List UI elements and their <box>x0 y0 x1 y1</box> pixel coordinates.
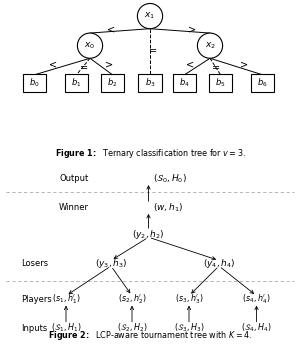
FancyBboxPatch shape <box>209 74 232 92</box>
Text: $=$: $=$ <box>148 45 158 55</box>
Text: $(s_3, h_3')$: $(s_3, h_3')$ <box>175 292 203 306</box>
Ellipse shape <box>197 33 223 58</box>
Text: <: < <box>186 60 194 69</box>
Text: >: > <box>240 60 248 69</box>
Text: $b_6$: $b_6$ <box>257 77 268 89</box>
Text: $(y_4, h_4)$: $(y_4, h_4)$ <box>203 257 235 270</box>
Text: $b_1$: $b_1$ <box>71 77 82 89</box>
Text: $b_0$: $b_0$ <box>29 77 40 89</box>
Text: $(\mathcal{S}_2, H_2)$: $(\mathcal{S}_2, H_2)$ <box>117 322 147 334</box>
Text: $(s_2, h_2')$: $(s_2, h_2')$ <box>118 292 146 306</box>
FancyBboxPatch shape <box>23 74 46 92</box>
Text: $x_2$: $x_2$ <box>205 40 215 51</box>
Text: Output: Output <box>59 174 88 183</box>
Text: $\mathbf{Figure\ 1\!:}$  Ternary classification tree for $v = 3$.: $\mathbf{Figure\ 1\!:}$ Ternary classifi… <box>55 147 245 161</box>
Text: $(\mathcal{S}_3, H_3)$: $(\mathcal{S}_3, H_3)$ <box>174 322 204 334</box>
Text: $=$: $=$ <box>78 61 89 71</box>
FancyBboxPatch shape <box>138 74 162 92</box>
Text: Inputs: Inputs <box>21 324 47 333</box>
Ellipse shape <box>137 3 163 29</box>
Text: $(s_1, h_1')$: $(s_1, h_1')$ <box>52 292 80 306</box>
Text: Losers: Losers <box>21 259 48 268</box>
Text: $(w, h_1)$: $(w, h_1)$ <box>153 201 183 214</box>
Text: Players: Players <box>21 295 52 304</box>
Text: $\mathbf{Figure\ 2\!:}$  LCP-aware tournament tree with $K = 4$.: $\mathbf{Figure\ 2\!:}$ LCP-aware tourna… <box>48 329 252 343</box>
Text: >: > <box>105 60 113 69</box>
Text: <: < <box>107 24 115 34</box>
FancyBboxPatch shape <box>65 74 88 92</box>
Text: $b_2$: $b_2$ <box>107 77 118 89</box>
Text: $b_4$: $b_4$ <box>179 77 190 89</box>
Text: $(\mathcal{S}_0, H_0)$: $(\mathcal{S}_0, H_0)$ <box>153 172 187 185</box>
FancyBboxPatch shape <box>251 74 274 92</box>
Text: $b_5$: $b_5$ <box>215 77 226 89</box>
Text: $(y_2, h_2)$: $(y_2, h_2)$ <box>132 228 165 241</box>
Text: $(s_4, h_4')$: $(s_4, h_4')$ <box>242 292 271 306</box>
Text: $=$: $=$ <box>210 61 221 71</box>
Text: $x_1$: $x_1$ <box>145 11 155 21</box>
Text: $x_0$: $x_0$ <box>84 40 96 51</box>
Text: $b_3$: $b_3$ <box>145 77 155 89</box>
Text: $(\mathcal{S}_1, H_1)$: $(\mathcal{S}_1, H_1)$ <box>51 322 81 334</box>
FancyBboxPatch shape <box>173 74 196 92</box>
Text: $(\mathcal{S}_4, H_4)$: $(\mathcal{S}_4, H_4)$ <box>241 322 272 334</box>
Text: <: < <box>49 60 57 69</box>
Text: Winner: Winner <box>58 203 88 212</box>
Ellipse shape <box>77 33 103 58</box>
FancyBboxPatch shape <box>101 74 124 92</box>
Text: $(y_3, h_3)$: $(y_3, h_3)$ <box>95 257 127 270</box>
Text: >: > <box>188 24 196 34</box>
